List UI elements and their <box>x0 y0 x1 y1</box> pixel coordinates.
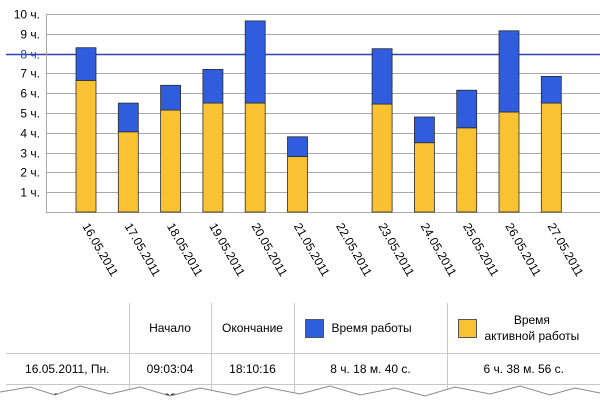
table-header-row: Начало Окончание Время работы Время акти… <box>6 303 600 354</box>
bar-work-time <box>244 20 266 104</box>
y-tick-label: 10 ч. <box>14 8 40 22</box>
bar-work-time <box>287 136 308 158</box>
cell-start: 09:03:04 <box>128 353 211 385</box>
bar-active-time <box>160 109 182 213</box>
bar-active-time <box>287 156 308 213</box>
x-tick-label: 19.05.2011 <box>206 221 248 280</box>
header-work-time: Время работы <box>293 303 447 354</box>
y-tick-label: 3 ч. <box>20 147 40 161</box>
bar-work-time <box>498 30 520 113</box>
bar-work-time <box>413 116 435 144</box>
x-tick-label: 26.05.2011 <box>502 221 544 280</box>
bar-active-time <box>498 111 520 213</box>
header-active-time: Время активной работы <box>446 303 600 354</box>
cell-work-time: 8 ч. 18 м. 40 с. <box>293 353 447 385</box>
active-time-swatch <box>457 318 477 338</box>
x-tick-label: 18.05.2011 <box>164 221 206 280</box>
bar-active-time <box>371 103 393 213</box>
header-end: Окончание <box>210 303 294 354</box>
bar-active-time <box>413 142 435 213</box>
bar-work-time <box>371 48 393 105</box>
x-tick-label: 24.05.2011 <box>418 221 460 280</box>
x-tick-label: 22.05.2011 <box>333 221 375 280</box>
active-time-label: Время активной работы <box>485 312 580 344</box>
table-row: 16.05.2011, Пн. 09:03:04 18:10:16 8 ч. 1… <box>6 353 600 385</box>
y-tick-label: 4 ч. <box>20 127 40 141</box>
active-time-label-line2: активной работы <box>484 329 580 343</box>
x-tick-label: 23.05.2011 <box>376 221 418 280</box>
bar-work-time <box>75 47 97 81</box>
header-date <box>6 303 129 354</box>
x-axis-labels: 16.05.2011 17.05.2011 18.05.2011 19.05.2011… <box>79 221 586 280</box>
bar-work-time <box>202 69 224 104</box>
cell-active-time: 6 ч. 38 м. 56 с. <box>446 353 600 385</box>
bar-work-time <box>456 89 478 129</box>
bar-active-time <box>540 102 562 213</box>
bar-active-time <box>456 127 478 213</box>
bar-work-time <box>117 102 139 133</box>
cell-end: 18:10:16 <box>210 353 294 385</box>
y-tick-label: 5 ч. <box>20 107 40 121</box>
x-tick-label: 21.05.2011 <box>291 221 333 280</box>
header-start: Начало <box>128 303 211 354</box>
y-tick-label: 7 ч. <box>20 67 40 81</box>
bar-active-time <box>117 131 139 213</box>
cell-date: 16.05.2011, Пн. <box>25 362 110 376</box>
y-tick-label: 1 ч. <box>20 186 40 200</box>
y-tick-label: 6 ч. <box>20 87 40 101</box>
y-axis-labels: 1 ч. 2 ч. 3 ч. 4 ч. 5 ч. 6 ч. 7 ч. 8 ч. 9 ч. 10 ч… <box>14 8 40 200</box>
active-time-label-line1: Время <box>513 313 550 327</box>
work-time-label: Время работы <box>331 321 412 335</box>
y-tick-label: 2 ч. <box>20 166 40 180</box>
y-tick-label: 8 ч. <box>20 48 40 62</box>
x-tick-label: 17.05.2011 <box>122 221 164 280</box>
bars <box>75 20 562 213</box>
x-tick-label: 16.05.2011 <box>79 221 121 280</box>
x-tick-label: 25.05.2011 <box>460 221 502 280</box>
x-tick-label: 20.05.2011 <box>249 221 291 280</box>
bar-active-time <box>244 102 266 213</box>
bar-active-time <box>75 79 97 213</box>
bar-work-time <box>160 84 182 111</box>
bar-work-time <box>540 76 562 104</box>
x-tick-label: 27.05.2011 <box>545 221 587 280</box>
bar-chart: 1 ч. 2 ч. 3 ч. 4 ч. 5 ч. 6 ч. 7 ч. 8 ч. 9 ч. 10 ч… <box>6 8 600 280</box>
bar-active-time <box>202 102 224 213</box>
y-tick-label: 9 ч. <box>20 28 40 42</box>
work-time-swatch <box>304 318 324 338</box>
torn-edge <box>0 385 600 408</box>
